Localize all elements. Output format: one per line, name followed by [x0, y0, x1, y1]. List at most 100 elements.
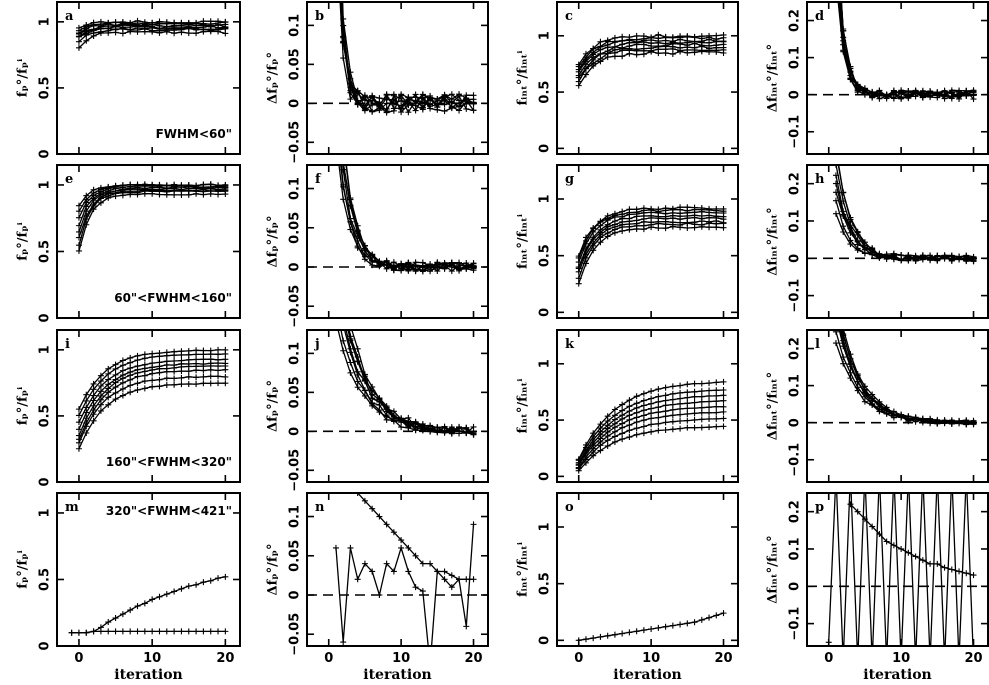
data-point-marker — [833, 306, 839, 312]
data-point-marker — [633, 393, 640, 400]
data-point-marker — [883, 95, 890, 102]
panel-frame — [556, 164, 739, 319]
data-point-marker — [956, 253, 963, 260]
data-point-marker — [684, 381, 691, 388]
y-tick-label: −0.05 — [288, 449, 303, 492]
data-point-marker — [626, 34, 633, 41]
data-point-marker — [178, 374, 185, 381]
data-point-marker — [119, 385, 126, 392]
data-point-marker — [833, 297, 839, 303]
data-point-marker — [222, 181, 229, 188]
data-point-marker — [698, 388, 705, 395]
data-point-marker — [141, 385, 148, 392]
data-point-marker — [149, 350, 156, 357]
data-point-marker — [112, 628, 119, 635]
data-point-marker — [590, 430, 597, 437]
data-point-marker — [340, 196, 347, 203]
data-point-marker — [669, 426, 676, 433]
series-line — [343, 330, 474, 435]
data-point-marker — [706, 380, 713, 387]
data-point-marker — [463, 97, 470, 104]
data-point-marker — [333, 259, 339, 265]
data-point-marker — [869, 658, 875, 664]
x-tick-label: 10 — [892, 651, 910, 666]
data-point-marker — [171, 588, 178, 595]
data-point-marker — [75, 214, 82, 221]
panel-letter: b — [315, 9, 324, 24]
data-point-marker — [604, 632, 611, 639]
data-point-marker — [119, 18, 126, 25]
data-point-marker — [684, 389, 691, 396]
panel-frame — [556, 1, 739, 155]
data-point-marker — [575, 61, 582, 68]
data-point-marker — [655, 404, 662, 411]
data-point-marker — [648, 400, 655, 407]
data-point-marker — [75, 629, 82, 636]
data-point-marker — [619, 208, 626, 215]
data-point-marker — [383, 521, 390, 528]
data-point-marker — [75, 432, 82, 439]
data-point-marker — [134, 363, 141, 370]
data-point-marker — [376, 592, 383, 598]
y-tick-label: 0.2 — [788, 172, 803, 195]
data-point-marker — [376, 395, 383, 402]
data-point-marker — [347, 544, 354, 551]
data-point-marker — [193, 182, 200, 189]
data-point-marker — [713, 387, 720, 394]
data-point-marker — [398, 537, 405, 544]
y-tick-label: 0.1 — [788, 374, 803, 397]
data-point-marker — [633, 431, 640, 438]
data-point-marker — [626, 629, 633, 636]
y-tick-label: 0.5 — [38, 240, 53, 263]
data-point-marker — [698, 205, 705, 212]
y-tick-label: 0.1 — [788, 209, 803, 232]
data-point-marker — [171, 375, 178, 382]
data-point-marker — [669, 406, 676, 413]
data-point-marker — [720, 403, 727, 410]
data-point-marker — [662, 419, 669, 426]
y-tick-label: 0 — [788, 254, 803, 263]
series-line — [338, 165, 474, 272]
y-tick-label: −0.1 — [788, 115, 803, 149]
data-point-marker — [891, 471, 897, 477]
data-point-marker — [112, 361, 119, 368]
y-tick-label: 1 — [38, 508, 53, 517]
y-tick-label: −0.05 — [288, 121, 303, 164]
data-point-marker — [905, 416, 912, 423]
panel-j: −0.05 0 0.05 0.1 Δfₚ°/fₚ° j — [266, 259, 489, 492]
data-point-marker — [119, 611, 126, 618]
data-point-marker — [419, 104, 426, 111]
data-point-marker — [934, 420, 941, 427]
data-point-marker — [97, 628, 104, 635]
data-point-marker — [956, 92, 963, 99]
data-point-marker — [75, 222, 82, 229]
data-point-marker — [134, 182, 141, 189]
data-point-marker — [369, 395, 376, 402]
series-line — [840, 330, 974, 425]
data-point-marker — [648, 626, 655, 632]
y-axis-label: Δfᵢₙₜ°/fᵢₙₜ° — [766, 207, 781, 275]
data-point-marker — [222, 380, 229, 387]
data-point-marker — [369, 257, 376, 264]
data-point-marker — [698, 416, 705, 423]
data-point-marker — [854, 378, 861, 385]
y-tick-label: 0 — [38, 149, 53, 158]
data-point-marker — [626, 434, 633, 441]
data-point-marker — [390, 259, 397, 266]
data-point-marker — [383, 560, 390, 567]
y-axis-label: fᵢₙₜ°/fᵢₙₜⁱ — [516, 214, 531, 269]
data-point-marker — [626, 427, 633, 434]
data-point-marker — [134, 17, 141, 24]
series-line — [351, 330, 474, 434]
data-point-marker — [434, 568, 441, 575]
x-tick-label: 0 — [324, 651, 333, 666]
y-tick-label: 0.5 — [38, 76, 53, 99]
series-line — [348, 330, 474, 435]
data-point-marker — [434, 427, 441, 434]
data-point-marker — [361, 104, 368, 111]
data-point-marker — [648, 428, 655, 435]
data-point-marker — [648, 421, 655, 428]
data-point-marker — [597, 633, 604, 640]
data-point-marker — [876, 401, 883, 408]
data-point-marker — [347, 322, 353, 328]
